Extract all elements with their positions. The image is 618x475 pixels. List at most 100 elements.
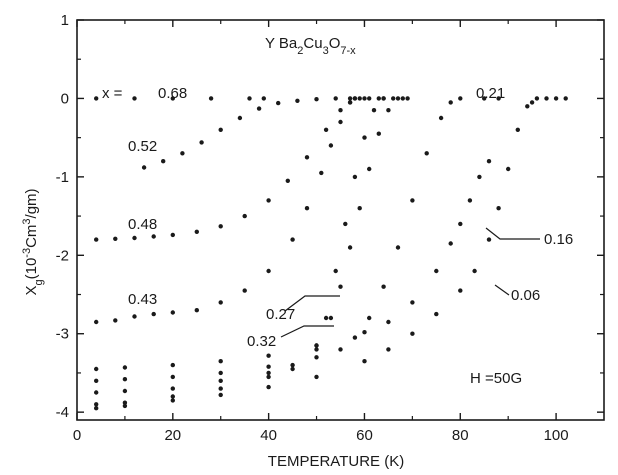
point-0.48-11	[323, 127, 329, 132]
series-0.06	[94, 96, 568, 411]
point-0.43-8	[266, 268, 271, 274]
series-label-0.21: 0.21	[476, 85, 505, 102]
series-label-0.52: 0.52	[128, 138, 157, 155]
point-0.06-8	[410, 331, 415, 336]
point-0.48-15	[362, 96, 367, 101]
point-0.43-12	[328, 143, 334, 148]
point-0.32-8	[333, 268, 338, 274]
point-0.06-12	[486, 237, 492, 242]
point-0.21-2	[170, 374, 175, 380]
point-0.21-12	[424, 151, 429, 156]
point-0.48-4	[170, 232, 175, 238]
point-0.48-1	[113, 236, 118, 241]
point-0.48-6	[218, 224, 223, 229]
point-0.06-11	[472, 268, 477, 274]
series-0.43	[94, 96, 358, 325]
point-0.16-10	[448, 241, 453, 246]
leader-lines	[280, 227, 540, 338]
point-0.21-10	[395, 245, 401, 250]
series-label-0.16: 0.16	[544, 231, 573, 248]
point-0.27-0	[94, 390, 99, 395]
series-label-0.06: 0.06	[511, 287, 540, 304]
point-0.16-12	[467, 198, 473, 203]
point-0.27-10	[357, 206, 362, 211]
point-0.48-5	[194, 229, 199, 234]
point-0.06-3	[218, 392, 223, 398]
point-0.21-1	[122, 377, 128, 382]
point-0.52-14	[376, 96, 381, 101]
series-0.32	[94, 96, 396, 407]
point-0.32-13	[381, 96, 386, 101]
series-label-0.43: 0.43	[128, 291, 157, 308]
point-0.21-8	[367, 315, 372, 321]
point-0.06-2	[170, 398, 175, 403]
x-tick-label-40: 40	[260, 427, 277, 444]
x-tick-label-0: 0	[73, 427, 81, 444]
point-0.27-12	[376, 131, 381, 136]
leader-0.16	[485, 227, 540, 240]
point-0.16-0	[94, 366, 99, 372]
point-0.43-1	[113, 318, 118, 323]
point-0.16-6	[362, 330, 367, 335]
series-0.16	[94, 159, 492, 372]
point-0.32-11	[362, 135, 367, 140]
point-0.06-15	[515, 127, 520, 132]
point-0.27-2	[170, 386, 175, 391]
point-0.21-11	[410, 198, 415, 203]
point-0.32-7	[323, 315, 329, 321]
x-tick-label-80: 80	[452, 427, 469, 444]
point-0.32-3	[218, 386, 223, 391]
point-0.06-0	[94, 406, 99, 411]
point-0.21-17	[496, 96, 501, 101]
point-0.21-6	[338, 347, 343, 352]
y-tick-label--3: -3	[56, 326, 69, 343]
point-0.68-3	[208, 96, 214, 101]
leader-0.32	[280, 325, 334, 338]
series-label-0.27: 0.27	[266, 306, 295, 323]
y-tick-label--4: -4	[56, 404, 69, 421]
series-label-0.32: 0.32	[247, 333, 276, 350]
point-0.48-7	[242, 213, 247, 219]
point-0.52-11	[347, 96, 353, 101]
axes	[76, 19, 605, 421]
point-0.27-15	[405, 96, 410, 101]
point-0.48-12	[338, 108, 343, 113]
point-0.06-13	[496, 206, 501, 211]
plot-frame	[76, 19, 605, 421]
point-0.16-4	[266, 353, 271, 358]
point-0.68-0	[94, 96, 99, 101]
point-0.48-8	[266, 198, 271, 203]
point-0.27-8	[338, 284, 343, 289]
point-0.48-2	[132, 235, 137, 241]
point-0.06-14	[506, 166, 511, 172]
x-equals-label: x =	[102, 85, 123, 102]
point-0.21-0	[94, 378, 99, 383]
point-0.52-9	[314, 97, 319, 102]
point-0.32-0	[94, 402, 99, 407]
point-0.52-8	[295, 98, 300, 104]
point-0.48-10	[304, 155, 310, 160]
point-0.16-3	[218, 359, 223, 364]
series-0.21	[94, 96, 501, 383]
point-0.32-6	[314, 347, 319, 352]
point-0.21-9	[381, 284, 386, 289]
point-0.06-10	[458, 288, 463, 293]
point-0.52-3	[199, 140, 204, 145]
series-0.68	[94, 96, 266, 101]
point-0.06-6	[362, 359, 367, 364]
point-0.52-10	[333, 96, 338, 101]
point-0.27-5	[290, 362, 295, 368]
point-0.32-1	[122, 400, 128, 405]
point-0.52-7	[276, 100, 281, 106]
point-0.06-1	[122, 403, 128, 409]
point-0.32-2	[170, 394, 175, 399]
chart-title: Y Ba2Cu3O7-x	[265, 35, 356, 57]
point-0.52-13	[367, 96, 372, 101]
series-label-0.68: 0.68	[158, 85, 187, 102]
point-0.52-1	[161, 159, 166, 164]
tick-marks	[76, 19, 604, 420]
point-0.68-1	[132, 96, 137, 101]
point-0.32-14	[391, 96, 396, 101]
point-0.48-3	[151, 234, 156, 239]
